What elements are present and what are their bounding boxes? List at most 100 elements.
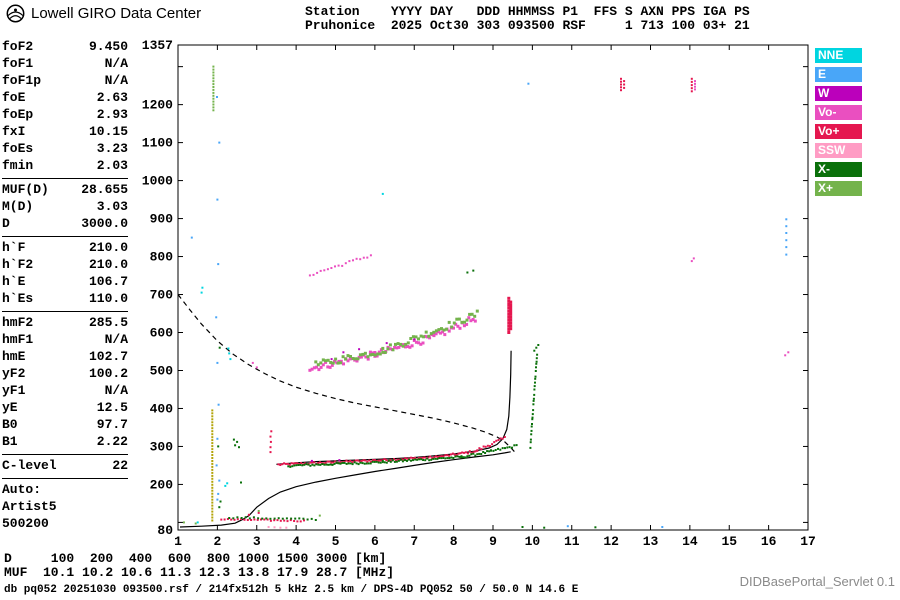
svg-text:15: 15 xyxy=(721,534,737,549)
reading-label: h`E xyxy=(2,274,26,289)
reading-label: h`F2 xyxy=(2,257,34,272)
reading-value: 2.93 xyxy=(96,107,128,122)
reading-label: hmF2 xyxy=(2,315,34,330)
reading-value: N/A xyxy=(104,56,128,71)
svg-text:1357: 1357 xyxy=(142,38,173,53)
reading-label: foF1 xyxy=(2,56,34,71)
svg-text:1000: 1000 xyxy=(142,174,173,189)
reading-label: foF1p xyxy=(2,73,42,88)
reading-value: 3.03 xyxy=(96,199,128,214)
series-noise-blue xyxy=(190,82,788,528)
series-west-doppler-points xyxy=(310,338,416,462)
reading-row: B0 97.7 xyxy=(2,416,128,433)
series-noise-red xyxy=(247,430,273,516)
svg-text:300: 300 xyxy=(150,439,174,454)
legend-item-SSW: SSW xyxy=(815,143,862,158)
legend-item-NNE: NNE xyxy=(815,48,862,63)
reading-value: 3000.0 xyxy=(81,216,128,231)
svg-text:5: 5 xyxy=(332,534,340,549)
station-header: Station YYYY DAY DDD HHMMSS P1 FFS S AXN… xyxy=(305,5,750,33)
svg-text:9: 9 xyxy=(489,534,497,549)
series-noise-cyan xyxy=(196,192,384,524)
curve-true-height-profile xyxy=(179,451,511,528)
reading-label: M(D) xyxy=(2,199,34,214)
svg-text:900: 900 xyxy=(150,212,174,227)
direction-legend: NNE E W Vo- Vo+ SSW X- X+ xyxy=(815,48,862,200)
reading-label: B1 xyxy=(2,434,18,449)
reading-row: M(D) 3.03 xyxy=(2,198,128,215)
svg-text:800: 800 xyxy=(150,250,174,265)
svg-text:700: 700 xyxy=(150,288,174,303)
reading-label: Artist5 xyxy=(2,499,57,514)
servlet-version-label: DIDBasePortal_Servlet 0.1 xyxy=(739,574,895,589)
reading-row: foF2 9.450 xyxy=(2,38,128,55)
svg-text:12: 12 xyxy=(603,534,619,549)
reading-label: D xyxy=(2,216,10,231)
reading-label: h`F xyxy=(2,240,26,255)
station-header-columns: Station YYYY DAY DDD HHMMSS P1 FFS S AXN… xyxy=(305,4,750,19)
svg-text:8: 8 xyxy=(450,534,458,549)
svg-text:6: 6 xyxy=(371,534,379,549)
reading-label: MUF(D) xyxy=(2,182,49,197)
reading-row: MUF(D) 28.655 xyxy=(2,181,128,198)
reading-row: D 3000.0 xyxy=(2,215,128,232)
reading-row: foF1 N/A xyxy=(2,55,128,72)
reading-label: foEs xyxy=(2,141,34,156)
svg-text:16: 16 xyxy=(761,534,777,549)
legend-item-W: W xyxy=(815,86,862,101)
reading-label: yE xyxy=(2,400,18,415)
svg-text:200: 200 xyxy=(150,477,174,492)
panel-divider xyxy=(2,454,128,455)
reading-label: foEp xyxy=(2,107,34,122)
series-noise-light-green xyxy=(182,510,321,525)
brand-title: Lowell GIRO Data Center xyxy=(31,5,202,22)
reading-row: foE 2.63 xyxy=(2,89,128,106)
reading-value: N/A xyxy=(104,73,128,88)
reading-row: yE 12.5 xyxy=(2,399,128,416)
reading-value: 9.450 xyxy=(88,39,128,54)
reading-label: Auto: xyxy=(2,482,42,497)
svg-text:600: 600 xyxy=(150,326,174,341)
svg-text:7: 7 xyxy=(410,534,418,549)
series-es-low-pink xyxy=(267,526,288,529)
reading-value: 28.655 xyxy=(81,182,128,197)
legend-item-Vo-: Vo- xyxy=(815,105,862,120)
reading-value: 285.5 xyxy=(88,315,128,330)
reading-row: yF2 100.2 xyxy=(2,365,128,382)
svg-text:11: 11 xyxy=(564,534,580,549)
svg-text:3: 3 xyxy=(253,534,261,549)
reading-row: h`Es 110.0 xyxy=(2,290,128,307)
panel-divider xyxy=(2,178,128,179)
series-noise-dark-green xyxy=(217,269,597,529)
svg-text:1100: 1100 xyxy=(142,136,173,151)
series-second-hop-x xyxy=(314,309,479,367)
reading-row: h`F2 210.0 xyxy=(2,256,128,273)
reading-label: hmE xyxy=(2,349,26,364)
reading-row: B1 2.22 xyxy=(2,433,128,450)
reading-value: N/A xyxy=(104,332,128,347)
reading-value: 10.15 xyxy=(88,124,128,139)
brand: Lowell GIRO Data Center xyxy=(5,3,201,24)
reading-label: h`Es xyxy=(2,291,34,306)
reading-row: Artist5 xyxy=(2,498,128,515)
reading-value: 22 xyxy=(112,458,128,473)
svg-text:80: 80 xyxy=(157,523,173,538)
reading-value: 110.0 xyxy=(88,291,128,306)
curve-muf-transmission-curve xyxy=(177,294,518,455)
series-second-hop-asymptote xyxy=(507,296,513,334)
reading-value: 2.63 xyxy=(96,90,128,105)
series-rfi-column-yellow xyxy=(211,409,214,522)
reading-label: 500200 xyxy=(2,516,49,531)
legend-item-Vo+: Vo+ xyxy=(815,124,862,139)
series-rfi-column-pink xyxy=(694,80,696,91)
reading-row: C-level 22 xyxy=(2,457,128,474)
reading-value: 210.0 xyxy=(88,257,128,272)
muf-row: MUF 10.1 10.2 10.6 11.3 12.3 13.8 17.9 2… xyxy=(4,565,395,580)
series-third-hop-arc xyxy=(308,254,372,277)
series-f-trace-x-mode xyxy=(287,344,540,468)
db-record-line: db pq052 20251030 093500.rsf / 214fx512h… xyxy=(4,584,579,596)
reading-label: B0 xyxy=(2,417,18,432)
svg-text:10: 10 xyxy=(525,534,541,549)
reading-row: h`F 210.0 xyxy=(2,239,128,256)
